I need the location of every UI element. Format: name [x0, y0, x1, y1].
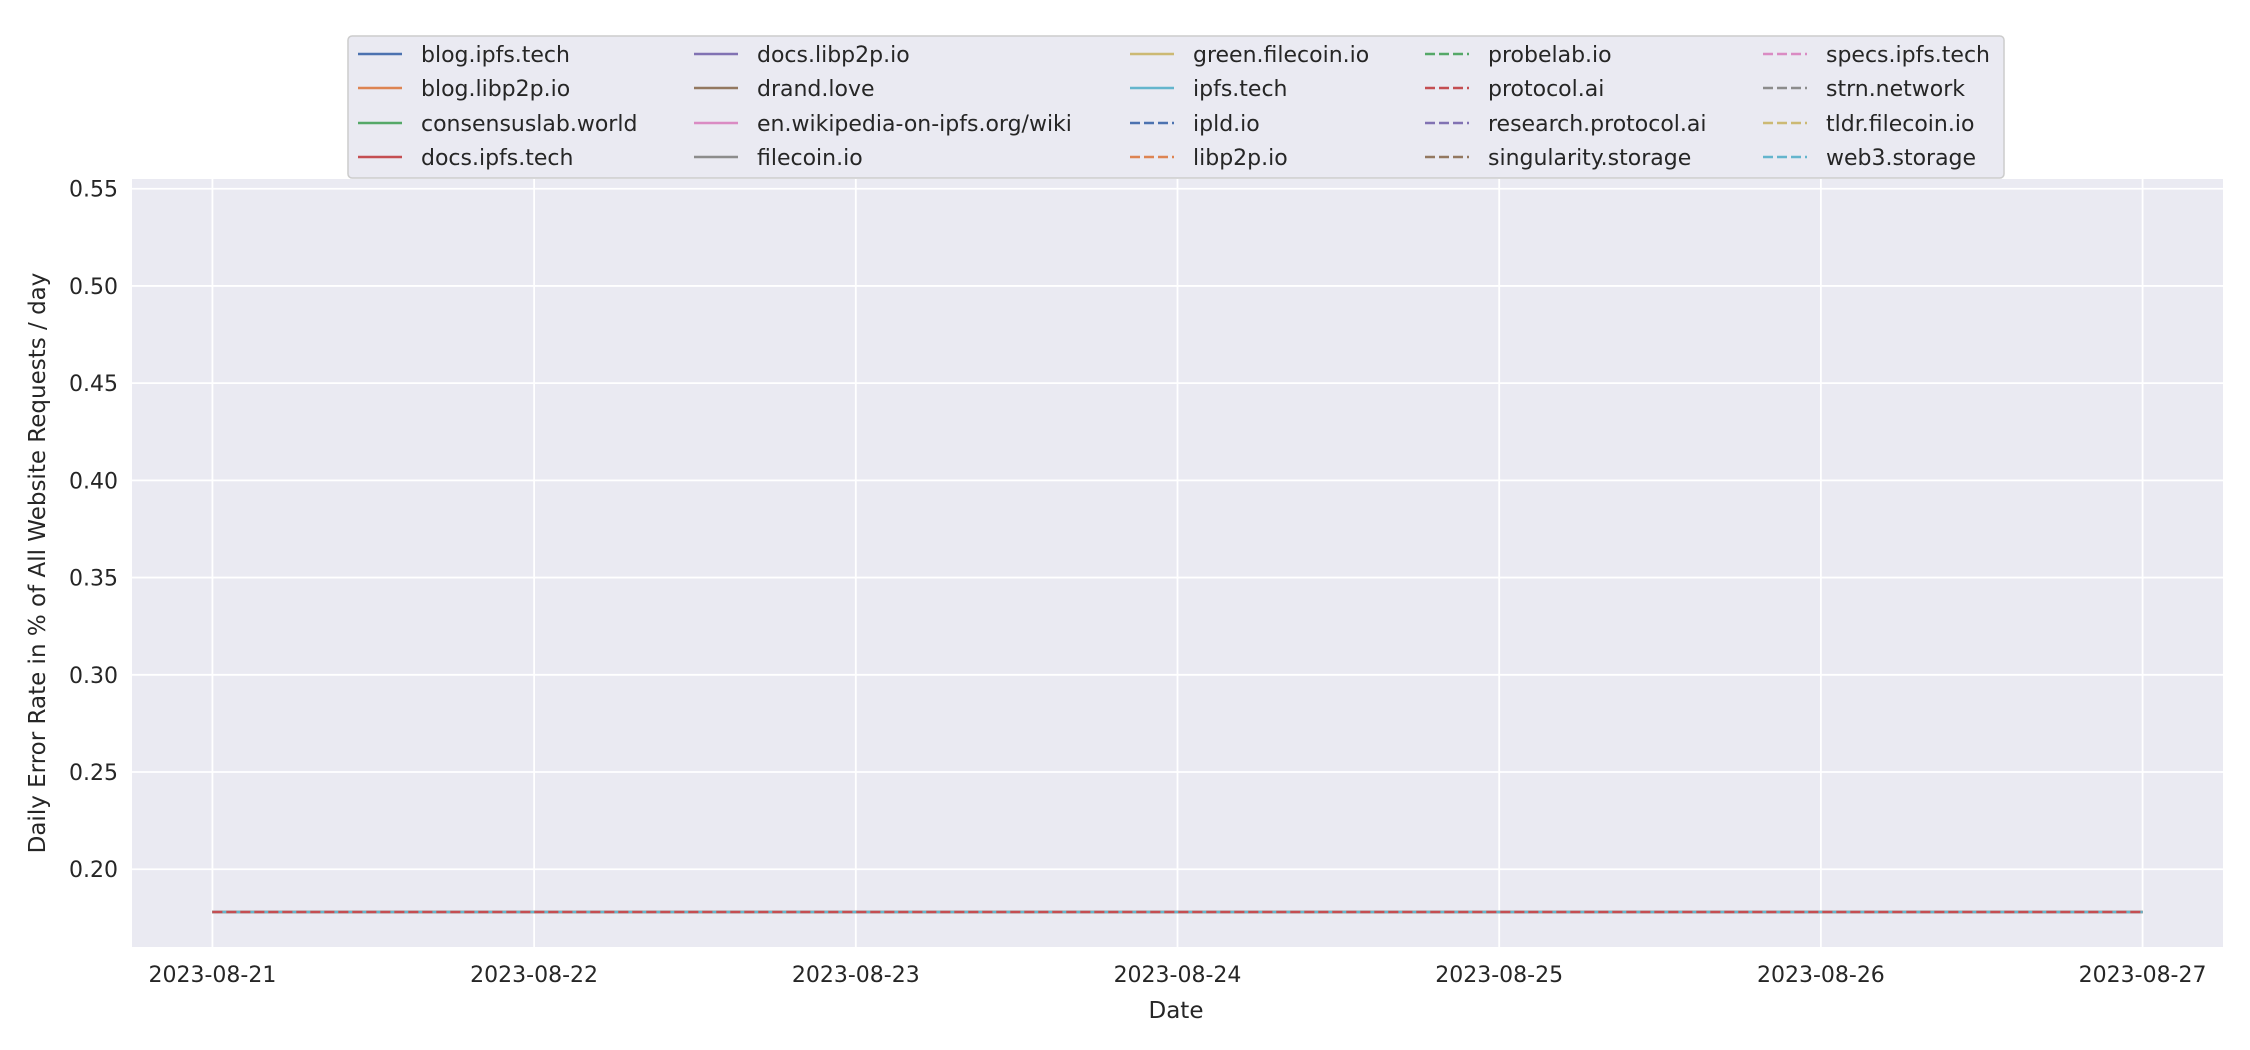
- gridlines: [132, 179, 2223, 947]
- x-tick-label: 2023-08-27: [2079, 963, 2207, 988]
- legend-label: blog.libp2p.io: [421, 77, 570, 102]
- legend-label: drand.love: [757, 77, 875, 102]
- y-tick-label: 0.55: [69, 178, 118, 203]
- legend-label: specs.ipfs.tech: [1826, 43, 1990, 68]
- legend-label: strn.network: [1826, 77, 1965, 102]
- x-tick-label: 2023-08-25: [1435, 963, 1563, 988]
- x-tick-label: 2023-08-21: [148, 963, 276, 988]
- y-tick-label: 0.40: [69, 469, 118, 494]
- legend-label: docs.libp2p.io: [757, 43, 910, 68]
- legend-label: ipfs.tech: [1193, 77, 1287, 102]
- y-tick-label: 0.50: [69, 275, 118, 300]
- y-tick-label: 0.30: [69, 664, 118, 689]
- legend-label: protocol.ai: [1488, 77, 1604, 102]
- y-tick-label: 0.25: [69, 761, 118, 786]
- legend-label: docs.ipfs.tech: [421, 146, 573, 171]
- y-tick-label: 0.35: [69, 567, 118, 592]
- legend-label: green.filecoin.io: [1193, 43, 1369, 68]
- y-tick-label: 0.45: [69, 372, 118, 397]
- legend-label: singularity.storage: [1488, 146, 1691, 171]
- legend-label: en.wikipedia-on-ipfs.org/wiki: [757, 112, 1072, 137]
- y-tick-label: 0.20: [69, 858, 118, 883]
- legend-frame: [347, 35, 2005, 179]
- legend-label: filecoin.io: [757, 146, 863, 171]
- x-axis-label: Date: [1149, 998, 1204, 1024]
- legend-label: probelab.io: [1488, 43, 1612, 68]
- x-tick-label: 2023-08-24: [1114, 963, 1242, 988]
- legend-label: consensuslab.world: [421, 112, 637, 137]
- legend-label: blog.ipfs.tech: [421, 43, 570, 68]
- legend: blog.ipfs.tech blog.libp2p.io consensuslab…: [347, 35, 2005, 179]
- legend-label: libp2p.io: [1193, 146, 1288, 171]
- y-tick-labels: 0.20 0.25 0.30 0.35 0.40 0.45 0.50 0.55: [69, 178, 118, 884]
- legend-label: ipld.io: [1193, 112, 1260, 137]
- y-axis-label: Daily Error Rate in % of All Website Req…: [25, 273, 51, 854]
- x-tick-labels: 2023-08-21 2023-08-22 2023-08-23 2023-08-24…: [148, 963, 2206, 988]
- legend-label: research.protocol.ai: [1488, 112, 1707, 137]
- x-tick-label: 2023-08-26: [1757, 963, 1885, 988]
- legend-label: web3.storage: [1826, 146, 1976, 171]
- x-tick-label: 2023-08-22: [470, 963, 598, 988]
- legend-label: tldr.filecoin.io: [1826, 112, 1974, 137]
- x-tick-label: 2023-08-23: [792, 963, 920, 988]
